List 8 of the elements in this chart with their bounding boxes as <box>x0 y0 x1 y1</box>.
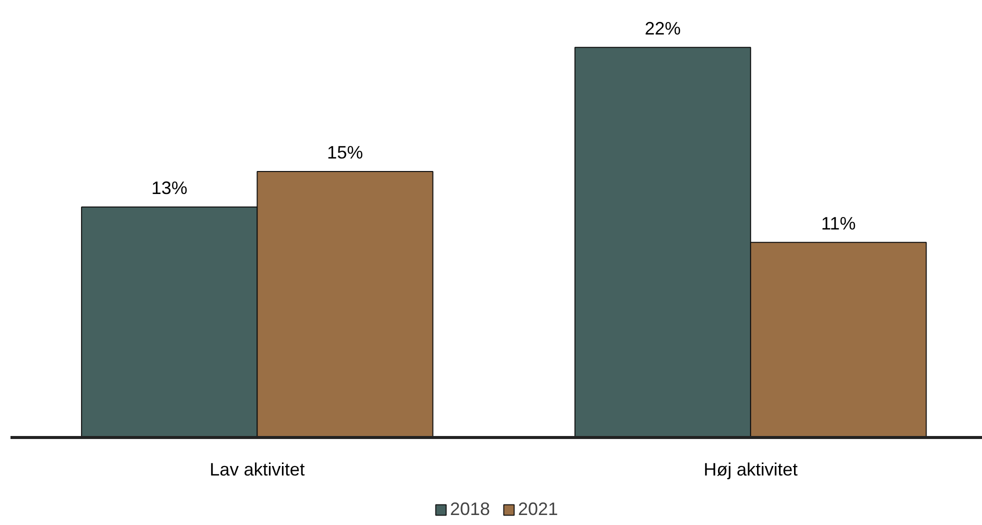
legend-label: 2018 <box>450 499 490 520</box>
legend-label: 2021 <box>518 499 558 520</box>
data-label: 22% <box>644 18 681 38</box>
x-tick-label: Høj aktivitet <box>704 460 798 480</box>
data-label: 11% <box>821 213 856 234</box>
x-tick-label: Lav aktivitet <box>210 460 305 480</box>
data-label: 13% <box>151 178 188 198</box>
data-label: 15% <box>327 142 364 162</box>
